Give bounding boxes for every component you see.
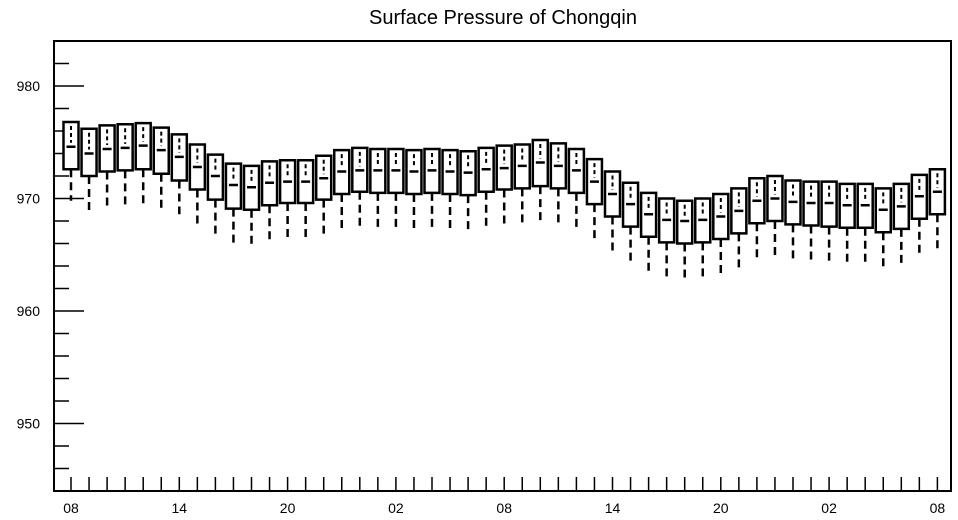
x-tick-label: 20: [713, 500, 729, 516]
box-item: [892, 182, 911, 265]
box-item: [260, 160, 279, 242]
box-item: [856, 182, 874, 264]
box-item: [585, 157, 604, 241]
box-item: [405, 148, 423, 230]
box-item: [603, 170, 622, 253]
box-item: [766, 174, 784, 257]
box-item: [459, 150, 477, 232]
box-item: [296, 159, 315, 241]
box-item: [712, 192, 730, 274]
x-tick-label: 20: [280, 500, 296, 516]
plot-frame: [53, 40, 952, 492]
box-item: [278, 159, 297, 241]
box-item: [314, 154, 333, 237]
box-item: [675, 199, 694, 279]
box-item: [928, 168, 947, 251]
box-item: [784, 179, 802, 261]
box-item: [152, 126, 170, 209]
x-tick-label: 02: [388, 500, 404, 516]
box-item: [531, 138, 550, 221]
chart-title: Surface Pressure of Chongqin: [369, 7, 637, 29]
box-item: [495, 144, 513, 226]
y-tick-label: 980: [17, 78, 41, 94]
box-item: [170, 133, 189, 215]
box-item: [730, 187, 748, 269]
y-tick-label: 950: [17, 416, 41, 432]
box-item: [748, 177, 766, 260]
box-item: [910, 173, 929, 255]
box-item: [351, 146, 369, 229]
box-item: [134, 121, 152, 206]
box-item: [62, 120, 80, 201]
box-item: [549, 142, 568, 224]
box-item: [206, 153, 225, 235]
box-item: [657, 197, 676, 278]
y-tick-label: 960: [17, 303, 41, 319]
box-item: [224, 162, 243, 244]
box-item: [387, 147, 405, 229]
y-tick-label: 970: [17, 191, 41, 207]
x-tick-label: 14: [605, 500, 621, 516]
box-item: [188, 143, 207, 226]
box-item: [333, 148, 351, 232]
box-item: [242, 164, 261, 246]
box-item: [477, 146, 495, 228]
box-item: [423, 147, 441, 229]
box-item: [621, 181, 640, 263]
box-item: [838, 182, 856, 264]
box-item: [98, 124, 116, 208]
box-item: [80, 127, 98, 212]
x-tick-label: 08: [930, 500, 946, 516]
box-item: [116, 123, 134, 207]
box-item: [513, 143, 531, 224]
box-item: [639, 191, 658, 273]
x-tick-label: 08: [63, 500, 79, 516]
x-tick-label: 08: [496, 500, 512, 516]
box-item: [874, 187, 892, 269]
box-item: [441, 148, 459, 230]
box-item: [802, 180, 820, 262]
box-item: [694, 197, 712, 278]
y-axis: 950 960 970 980: [17, 40, 84, 492]
x-tick-label: 02: [821, 500, 837, 516]
box-series: [62, 120, 947, 279]
x-axis: 08 14 20 02 08 14 20 02 08: [63, 477, 945, 516]
box-item: [820, 180, 838, 263]
x-tick-label: 14: [172, 500, 188, 516]
box-item: [567, 147, 586, 229]
box-item: [369, 147, 387, 229]
